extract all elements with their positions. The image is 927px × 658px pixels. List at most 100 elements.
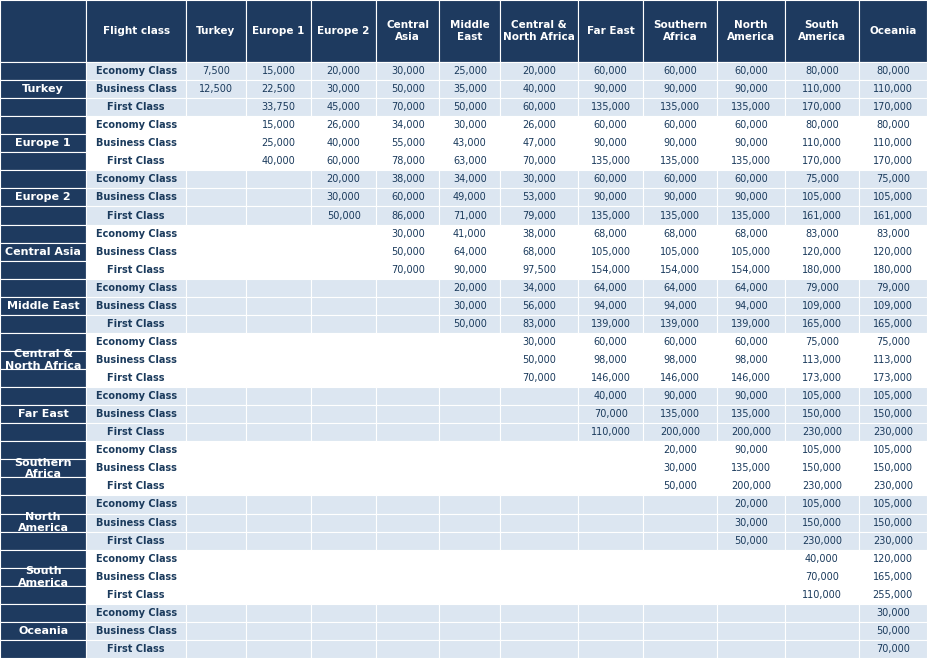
Bar: [246, 333, 311, 351]
Bar: [501, 622, 578, 640]
Bar: [376, 170, 439, 188]
Bar: [186, 315, 246, 333]
Bar: [439, 243, 501, 261]
Text: 30,000: 30,000: [327, 84, 361, 94]
Bar: [86, 513, 186, 532]
Text: Central &
North Africa: Central & North Africa: [503, 20, 575, 42]
Text: 20,000: 20,000: [326, 66, 361, 76]
Bar: [643, 405, 717, 423]
Bar: [376, 568, 439, 586]
Text: 20,000: 20,000: [522, 66, 556, 76]
Bar: [858, 387, 927, 405]
Text: 78,000: 78,000: [391, 157, 425, 166]
Bar: [439, 152, 501, 170]
Bar: [311, 134, 376, 152]
Bar: [858, 224, 927, 243]
Bar: [578, 261, 643, 279]
Bar: [858, 459, 927, 478]
Bar: [501, 188, 578, 207]
Text: 135,000: 135,000: [731, 211, 771, 220]
Bar: [246, 170, 311, 188]
Bar: [501, 387, 578, 405]
Bar: [246, 351, 311, 369]
Bar: [858, 170, 927, 188]
Bar: [439, 224, 501, 243]
Bar: [643, 549, 717, 568]
Bar: [186, 333, 246, 351]
Text: 50,000: 50,000: [453, 319, 487, 329]
Bar: [717, 261, 785, 279]
Bar: [0, 62, 86, 80]
Text: Southern
Africa: Southern Africa: [653, 20, 707, 42]
Bar: [376, 369, 439, 387]
Bar: [186, 80, 246, 98]
Text: 68,000: 68,000: [522, 247, 556, 257]
Bar: [0, 532, 86, 549]
Bar: [439, 98, 501, 116]
Bar: [311, 622, 376, 640]
Bar: [0, 98, 86, 116]
Text: First Class: First Class: [108, 536, 165, 545]
Bar: [439, 0, 501, 62]
Bar: [186, 568, 246, 586]
Bar: [376, 532, 439, 549]
Text: 80,000: 80,000: [805, 120, 839, 130]
Text: 90,000: 90,000: [734, 192, 768, 203]
Bar: [785, 62, 858, 80]
Text: 150,000: 150,000: [873, 463, 913, 473]
Text: 90,000: 90,000: [663, 138, 697, 148]
Bar: [439, 387, 501, 405]
Text: Turkey: Turkey: [197, 26, 235, 36]
Bar: [858, 207, 927, 224]
Bar: [717, 387, 785, 405]
Bar: [186, 604, 246, 622]
Bar: [311, 604, 376, 622]
Bar: [246, 80, 311, 98]
Text: 180,000: 180,000: [873, 265, 913, 274]
Bar: [578, 279, 643, 297]
Bar: [643, 351, 717, 369]
Text: 12,500: 12,500: [199, 84, 233, 94]
Text: Business Class: Business Class: [95, 518, 176, 528]
Bar: [86, 62, 186, 80]
Bar: [717, 207, 785, 224]
Bar: [578, 315, 643, 333]
Bar: [439, 513, 501, 532]
Bar: [376, 80, 439, 98]
Bar: [311, 513, 376, 532]
Bar: [785, 513, 858, 532]
Bar: [858, 98, 927, 116]
Bar: [717, 0, 785, 62]
Bar: [439, 442, 501, 459]
Text: 105,000: 105,000: [802, 391, 842, 401]
Bar: [86, 459, 186, 478]
Text: 70,000: 70,000: [391, 265, 425, 274]
Bar: [186, 116, 246, 134]
Bar: [86, 622, 186, 640]
Text: First Class: First Class: [108, 319, 165, 329]
Bar: [439, 297, 501, 315]
Text: 64,000: 64,000: [594, 283, 628, 293]
Bar: [0, 243, 86, 261]
Bar: [578, 387, 643, 405]
Text: 30,000: 30,000: [522, 174, 556, 184]
Bar: [501, 170, 578, 188]
Bar: [376, 243, 439, 261]
Bar: [246, 604, 311, 622]
Bar: [643, 80, 717, 98]
Bar: [858, 188, 927, 207]
Bar: [785, 622, 858, 640]
Bar: [785, 532, 858, 549]
Text: 75,000: 75,000: [805, 337, 839, 347]
Text: 50,000: 50,000: [734, 536, 768, 545]
Text: 79,000: 79,000: [805, 283, 839, 293]
Bar: [858, 423, 927, 442]
Text: 75,000: 75,000: [876, 174, 909, 184]
Bar: [311, 532, 376, 549]
Bar: [311, 495, 376, 513]
Bar: [0, 640, 86, 658]
Text: 165,000: 165,000: [873, 572, 913, 582]
Text: South
America: South America: [798, 20, 846, 42]
Text: 75,000: 75,000: [805, 174, 839, 184]
Text: 110,000: 110,000: [873, 84, 913, 94]
